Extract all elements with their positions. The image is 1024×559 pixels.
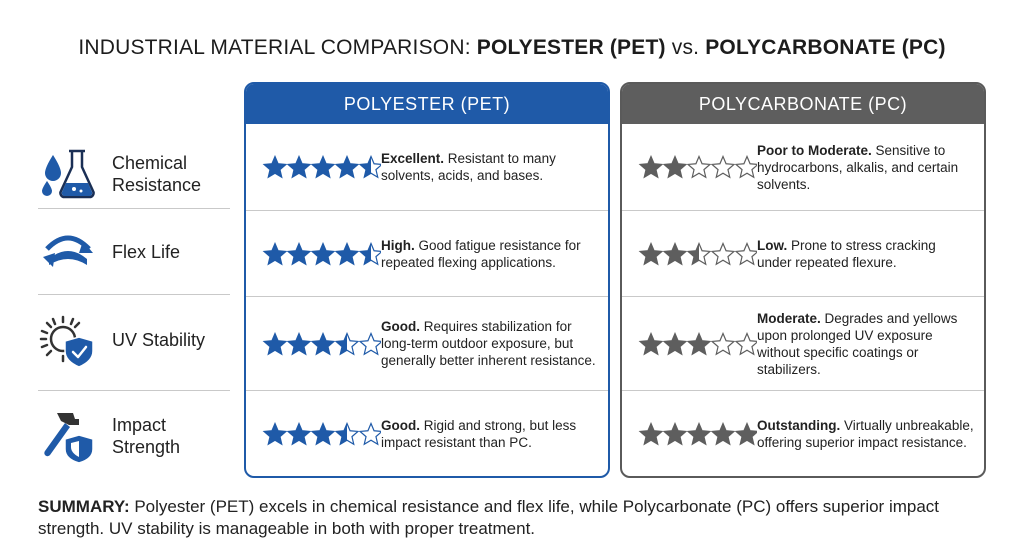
criterion-chemical-resistance: Chemical Resistance	[38, 144, 230, 204]
hammer-shield-icon	[38, 406, 98, 466]
star-rating	[246, 331, 381, 356]
rating-description: Excellent. Resistant to many solvents, a…	[381, 151, 556, 183]
star-full-icon	[310, 331, 336, 356]
star-empty-icon	[358, 421, 381, 446]
star-full-icon	[286, 421, 312, 446]
star-empty-icon	[686, 155, 712, 179]
rating-description: High. Good fatigue resistance for repeat…	[381, 237, 581, 270]
star-rating	[622, 421, 757, 446]
rating-row: Good. Requires stabilization for long-te…	[246, 296, 608, 390]
stars-svg	[638, 421, 757, 446]
star-full-icon	[638, 331, 664, 356]
star-full-icon	[710, 421, 736, 446]
panel-polyester: POLYESTER (PET) Excellent. Resistant to …	[244, 82, 610, 478]
star-empty-icon	[734, 155, 757, 179]
criterion-label: UV Stability	[112, 330, 206, 350]
star-full-icon	[662, 155, 688, 179]
criterion-label: Impact Strength	[112, 415, 181, 457]
panel-polycarbonate: POLYCARBONATE (PC) Poor to Moderate. Sen…	[620, 82, 986, 478]
star-empty-icon	[710, 155, 736, 179]
star-full-icon	[734, 421, 757, 446]
star-full-icon	[638, 155, 664, 179]
star-rating	[622, 241, 757, 266]
star-full-icon	[638, 241, 664, 266]
star-full-icon	[286, 241, 312, 266]
star-rating	[246, 421, 381, 446]
stars-svg	[262, 241, 381, 266]
page-title: INDUSTRIAL MATERIAL COMPARISON: POLYESTE…	[0, 36, 1024, 60]
star-full-icon	[662, 331, 688, 356]
flex-arrows-icon	[38, 222, 98, 282]
stars-svg	[262, 331, 381, 356]
summary-text: SUMMARY: Polyester (PET) excels in chemi…	[38, 497, 940, 538]
star-half-icon	[358, 155, 381, 179]
star-full-icon	[638, 421, 664, 446]
star-half-icon	[686, 241, 712, 266]
star-full-icon	[310, 155, 336, 179]
stars-svg	[638, 331, 757, 356]
star-rating	[246, 155, 381, 179]
rating-row: High. Good fatigue resistance for repeat…	[246, 210, 608, 296]
rating-row: Outstanding. Virtually unbreakable, offe…	[622, 390, 984, 476]
divider	[38, 294, 230, 295]
star-full-icon	[286, 331, 312, 356]
star-full-icon	[262, 155, 288, 179]
divider	[38, 390, 230, 391]
star-empty-icon	[358, 331, 381, 356]
star-half-icon	[334, 331, 360, 356]
rating-description: Poor to Moderate. Sensitive to hydrocarb…	[757, 142, 959, 192]
star-empty-icon	[734, 331, 757, 356]
star-full-icon	[686, 331, 712, 356]
star-full-icon	[310, 421, 336, 446]
star-full-icon	[662, 241, 688, 266]
rating-description: Low. Prone to stress cracking under repe…	[757, 237, 936, 270]
star-empty-icon	[710, 241, 736, 266]
stars-svg	[262, 155, 381, 179]
sun-shield-icon	[38, 310, 98, 370]
title-material-b: POLYCARBONATE (PC)	[705, 36, 946, 59]
star-full-icon	[262, 421, 288, 446]
title-prefix: INDUSTRIAL MATERIAL COMPARISON:	[78, 36, 477, 59]
star-full-icon	[262, 241, 288, 266]
criterion-label: Flex Life	[112, 242, 181, 262]
star-empty-icon	[710, 331, 736, 356]
star-rating	[622, 155, 757, 179]
divider	[38, 208, 230, 209]
stars-svg	[638, 155, 757, 179]
rating-row: Good. Rigid and strong, but less impact …	[246, 390, 608, 476]
rating-row: Moderate. Degrades and yellows upon prol…	[622, 296, 984, 390]
star-full-icon	[262, 331, 288, 356]
rating-row: Excellent. Resistant to many solvents, a…	[246, 124, 608, 210]
star-empty-icon	[734, 241, 757, 266]
title-vs: vs.	[665, 36, 706, 59]
title-material-a: POLYESTER (PET)	[476, 36, 666, 59]
star-rating	[246, 241, 381, 266]
rating-row: Low. Prone to stress cracking under repe…	[622, 210, 984, 296]
panel-header: POLYCARBONATE (PC)	[622, 84, 984, 124]
rating-description: Good. Requires stabilization for long-te…	[381, 319, 596, 368]
rating-description: Outstanding. Virtually unbreakable, offe…	[757, 417, 974, 450]
star-full-icon	[310, 241, 336, 266]
rating-description: Moderate. Degrades and yellows upon prol…	[757, 310, 958, 377]
criterion-impact-strength: Impact Strength	[38, 406, 230, 466]
star-rating	[622, 331, 757, 356]
star-full-icon	[334, 241, 360, 266]
star-half-icon	[358, 241, 381, 266]
rating-description: Good. Rigid and strong, but less impact …	[381, 417, 577, 450]
star-full-icon	[686, 421, 712, 446]
flask-droplet-icon	[38, 144, 98, 204]
star-full-icon	[286, 155, 312, 179]
criterion-uv-stability: UV Stability	[38, 310, 230, 370]
star-half-icon	[334, 421, 360, 446]
panel-header: POLYESTER (PET)	[246, 84, 608, 124]
rating-row: Poor to Moderate. Sensitive to hydrocarb…	[622, 124, 984, 210]
stars-svg	[262, 421, 381, 446]
star-full-icon	[334, 155, 360, 179]
criterion-flex-life: Flex Life	[38, 222, 230, 282]
criterion-label: Chemical Resistance	[112, 153, 202, 195]
star-full-icon	[662, 421, 688, 446]
stars-svg	[638, 241, 757, 266]
